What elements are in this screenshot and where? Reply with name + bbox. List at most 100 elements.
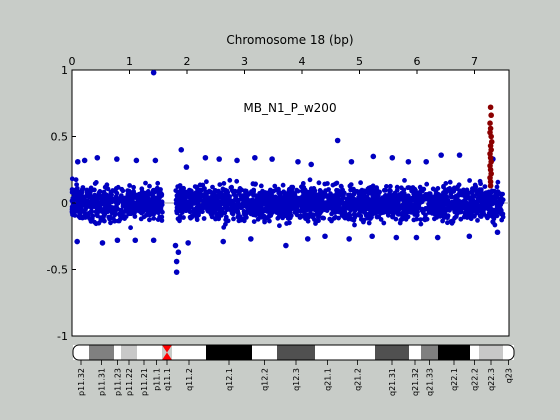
ideogram-band-label: p11.23 [114,368,123,396]
data-point [438,152,444,158]
data-point [494,229,501,236]
ideogram-band [375,345,409,360]
highlight-data-point [487,104,494,111]
ideogram-band-label: q22.1 [450,368,459,391]
data-point [150,237,157,244]
ideogram-band [315,345,340,360]
ideogram-band [114,345,121,360]
data-point [173,258,180,265]
ideogram-band [470,345,479,360]
data-point [173,269,180,275]
ideogram-band-label: q21.33 [426,368,435,396]
data-point [389,154,396,161]
y-tick-label: -1 [57,330,68,343]
ideogram-band-label: p11.21 [140,368,149,396]
data-point [74,158,81,165]
ideogram-band-label: q12.2 [261,368,270,391]
data-point [405,158,412,165]
plot-area: MB_N1_P_w200 [69,69,510,337]
ideogram-band-label: p11.31 [98,368,107,396]
y-axis-ticks: 1 0.5 0 -0.5 -1 [47,64,76,343]
data-point [183,164,190,170]
highlight-data-point [487,178,494,185]
ideogram-band [137,345,151,360]
data-point [466,233,473,240]
x-tick-label: 7 [471,55,478,68]
x-tick-label: 2 [184,55,191,68]
ideogram-centromere [162,345,172,360]
data-point [322,233,328,240]
chart-annotation: MB_N1_P_w200 [243,101,336,115]
data-point [334,137,341,144]
highlight-data-point [487,182,494,189]
x-tick-label: 3 [241,55,248,68]
scatter-noise-cloud [69,176,506,231]
data-point [308,161,315,168]
data-point [423,158,430,165]
ideogram-band-label: q21.1 [324,368,333,391]
data-point [304,236,311,242]
ideogram-band-label: q21.32 [411,368,420,396]
ideogram-band-label: q21.31 [388,368,397,396]
ideogram-band-label: q23 [505,368,514,383]
data-point [94,154,101,161]
data-point [234,157,240,164]
data-point [413,234,420,241]
data-point [456,152,463,158]
ideogram-band-label: p11.1 [153,368,162,391]
ideogram-band [438,345,470,360]
ideogram-band [206,345,252,360]
ideogram-band-label: p11.32 [77,368,86,396]
data-point [99,240,106,246]
data-point [175,249,182,256]
data-point [216,156,222,162]
y-tick-label: -0.5 [47,264,68,277]
ideogram-band-label: q22.3 [487,368,496,391]
x-axis-ticks: 0 1 2 3 4 5 6 7 [69,55,478,74]
ideogram-band [121,345,137,360]
data-point [114,156,120,162]
ideogram-band-label: q11.2 [185,368,194,391]
y-tick-label: 1 [61,64,68,77]
ideogram-band [73,345,89,360]
data-point [248,236,254,242]
data-point [185,240,191,246]
highlight-data-point [488,112,494,119]
data-point [133,157,140,164]
x-tick-label: 4 [299,55,306,68]
data-point [346,236,352,242]
data-point [220,238,227,245]
ideogram-band-label: q12.1 [225,368,234,391]
ideogram-band-label: q22.2 [471,368,480,391]
data-point [132,237,139,244]
data-point [369,233,375,240]
data-point [434,234,441,241]
data-point [150,69,157,76]
ideogram-band [151,345,162,360]
ideogram-band [277,345,315,360]
x-tick-label: 0 [69,55,76,68]
y-tick-label: 0.5 [51,131,69,144]
ideogram-band [421,345,438,360]
chart-xlabel: Chromosome 18 (bp) [226,33,353,47]
ideogram-band [172,345,206,360]
data-point [348,158,355,165]
data-point [370,153,377,160]
ideogram-band [252,345,277,360]
data-point [252,154,258,161]
chromosome-ideogram: p11.32 p11.31 p11.23 p11.22 p11.21 p11.1 q11.1… [72,344,515,396]
ideogram-band [89,345,114,360]
data-point [74,238,80,245]
data-point [295,158,301,165]
ideogram-band [479,345,503,360]
y-tick-label: 0 [61,197,68,210]
ideogram-outline [72,344,515,361]
ideogram-band [340,345,375,360]
data-point [269,156,275,162]
ideogram-band-label: q12.3 [292,368,301,391]
data-point [81,157,88,164]
ideogram-band-label: q21.2 [354,368,363,391]
ideogram-band-label: q11.1 [163,368,172,391]
data-point [172,242,179,249]
